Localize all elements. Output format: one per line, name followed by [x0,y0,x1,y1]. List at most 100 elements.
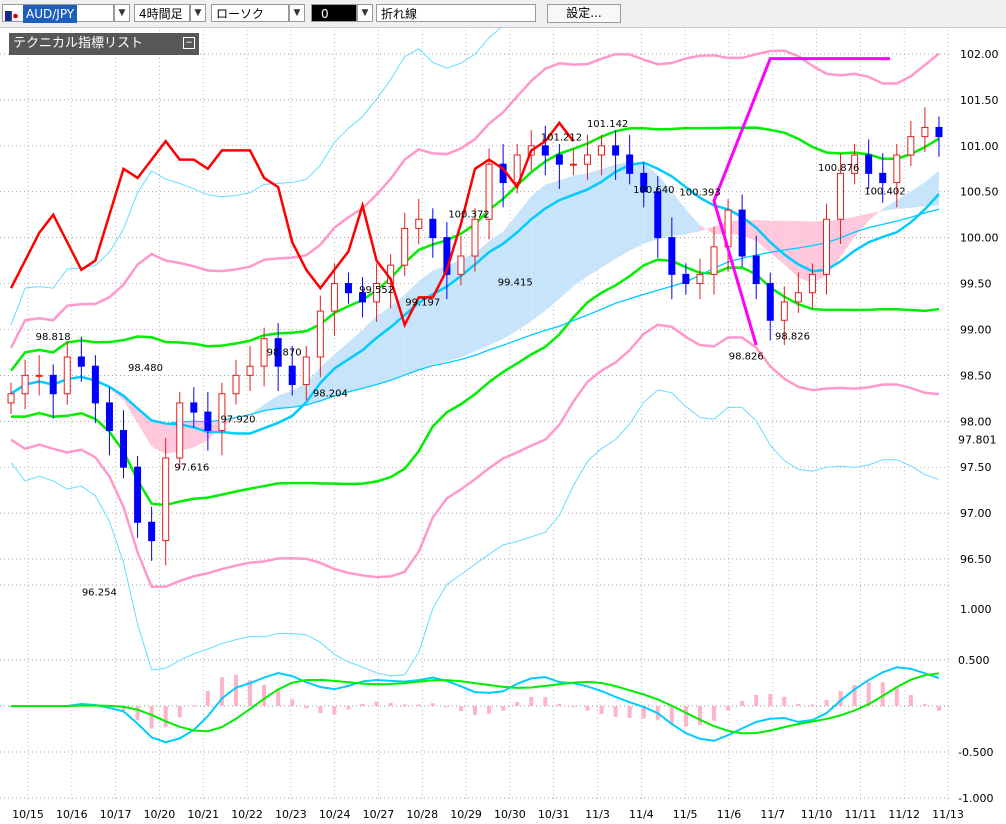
cloud-segment [840,216,855,257]
cloud-segment [264,395,279,411]
symbol-select[interactable]: AUD/JPY [2,4,114,23]
macd-line [11,666,940,744]
price-tick-label: 100.00 [960,232,999,245]
histogram-bar [627,706,632,718]
date-tick-label: 10/24 [319,808,351,821]
long-ma-line [10,208,940,425]
candle-body [935,126,943,138]
cloud-segment [278,391,293,409]
cloud-segment [207,420,222,441]
price-tick-label: 99.00 [960,323,992,336]
candle-body [907,136,915,156]
date-tick-label: 10/28 [406,808,438,821]
candle-body [415,218,423,229]
bollinger-lower-line [10,323,940,589]
symbol-dropdown-arrow-icon[interactable]: ▼ [114,4,130,22]
histogram-bar [374,701,379,706]
sub-tick-label: -0.500 [958,746,993,759]
chart-style-dropdown-arrow-icon[interactable]: ▼ [289,4,305,22]
indicator-list-title: テクニカル指標リスト [13,36,144,51]
candle-body [218,393,226,431]
candle-body [865,154,873,174]
histogram-bar [515,701,520,706]
cloud-segment [882,200,897,212]
candle-body [555,154,563,165]
candle-body [794,292,802,303]
chart-style-select[interactable]: ローソク [211,4,289,22]
color-dropdown-arrow-icon[interactable]: ▼ [357,4,373,22]
candle-body [612,145,620,156]
color-select[interactable]: 0 [311,4,357,22]
candle-body [822,218,830,275]
candle-body [921,126,929,138]
bollinger-upper-line [9,49,940,349]
price-axis: 102.00 101.50 101.00 100.50 100.00 99.50 99.00… [958,48,999,805]
ichimoku-cloud [11,161,939,454]
date-tick-label: 10/15 [12,808,44,821]
cloud-segment [868,208,883,221]
indicator-list-panel[interactable]: テクニカル指標リスト − [9,33,199,55]
cloud-segment [151,420,166,454]
cloud-segment [320,354,335,401]
price-annotation: 98.480 [128,363,163,374]
date-tick-label: 11/5 [673,808,698,821]
date-tick-label: 11/4 [629,808,654,821]
color-value: 0 [321,7,329,21]
cloud-segment [390,294,405,381]
cloud-segment [545,180,560,311]
panel-minimize-icon[interactable]: − [183,37,195,49]
trendline [712,57,890,346]
cloud-segment [798,221,813,283]
price-annotation: 99.197 [405,297,440,308]
histogram-bar [754,694,759,706]
candle-body [471,218,479,257]
histogram-bar [529,696,534,706]
histogram-bar [402,704,407,706]
current-price-label: 97.801 [958,434,997,447]
histogram-bar [444,706,449,707]
histogram-bar [571,706,576,707]
histogram-bar [205,690,210,706]
lagging-span [9,120,575,329]
histogram-bar [219,677,224,706]
candle-body [344,283,352,294]
date-tick-label: 11/13 [932,808,964,821]
price-tick-label: 102.00 [960,48,999,61]
histogram-bar [726,706,731,711]
cloud-segment [503,213,518,339]
date-tick-label: 10/29 [450,808,482,821]
cloud-segment [728,219,743,236]
price-tick-label: 97.50 [960,461,992,474]
timeframe-dropdown-arrow-icon[interactable]: ▼ [190,4,206,22]
price-annotation: 98.204 [313,389,348,400]
price-tick-label: 98.00 [960,415,992,428]
price-annotation: 100.640 [633,185,674,196]
price-annotation: 97.920 [220,415,255,426]
candle-body [626,154,634,174]
candle-body [457,255,465,275]
price-annotation: 100.876 [818,163,859,174]
candle-body [682,273,690,285]
histogram-bar [233,674,238,706]
price-annotation: 100.372 [448,209,489,220]
histogram-bar [543,697,548,706]
cloud-segment [812,221,827,283]
date-tick-label: 10/17 [100,808,132,821]
histogram-bar [318,706,323,714]
cloud-segment [179,421,194,452]
settings-button[interactable]: 設定... [547,4,621,23]
line-type-field[interactable]: 折れ線 [376,4,536,22]
price-annotation: 100.402 [864,187,905,198]
candle-body [569,163,577,166]
timeframe-select[interactable]: 4時間足 [134,4,190,22]
price-annotation: 101.142 [587,119,628,130]
histogram-bar [824,700,829,706]
candle-body [513,154,521,184]
date-tick-label: 11/3 [585,808,610,821]
cloud-segment [460,252,475,358]
histogram-bar [121,706,126,711]
candle-body [120,429,128,468]
candle-body [851,154,859,174]
histogram-bar [360,703,365,706]
candle-body [21,374,29,395]
